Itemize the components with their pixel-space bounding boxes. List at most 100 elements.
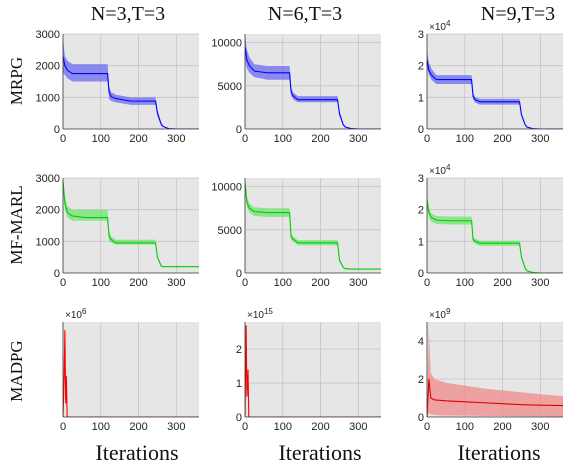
x-tick-label: 0	[242, 277, 248, 289]
column-title-2: N=6,T=3	[268, 3, 342, 25]
x-tick-label: 0	[424, 277, 430, 289]
x-tick-label: 300	[349, 133, 367, 145]
x-tick-label: 0	[242, 133, 248, 145]
x-tick-label: 100	[456, 133, 474, 145]
x-tick-label: 300	[349, 277, 367, 289]
plot-area	[427, 178, 563, 273]
x-tick-label: 300	[167, 421, 185, 433]
y-tick-label: 0	[54, 124, 60, 136]
y-tick-label: 2000	[36, 205, 60, 217]
series-group	[63, 178, 199, 268]
x-tick-label: 300	[531, 421, 549, 433]
plot-area	[63, 322, 199, 417]
mean-line	[427, 59, 563, 129]
x-tick-label: 100	[456, 421, 474, 433]
panel-2-3: 0 100 200 300 0 1 2 3 ×104	[418, 163, 563, 289]
panel-1-2: 0 100 200 300 0 5000 10000	[211, 34, 381, 145]
plot-area	[245, 322, 381, 417]
y-tick-label: 10000	[211, 182, 242, 194]
x-tick-label: 100	[274, 421, 292, 433]
panel-3-1: 0 100 200 300 ×106	[60, 307, 199, 433]
y-tick-label: 0	[236, 412, 242, 424]
mean-line	[427, 200, 563, 273]
series-group	[427, 49, 563, 129]
y-tick-label: 1000	[36, 236, 60, 248]
plot-area	[63, 178, 199, 273]
y-tick-label: 2	[236, 344, 242, 356]
x-tick-label: 0	[60, 277, 66, 289]
axis-multiplier: ×104	[429, 163, 451, 177]
y-tick-label: 2	[418, 61, 424, 73]
x-axis-label-1: Iterations	[95, 440, 178, 465]
x-tick-label: 300	[167, 133, 185, 145]
x-tick-label: 200	[311, 133, 329, 145]
x-tick-label: 200	[129, 277, 147, 289]
panel-3-2: 0 100 200 300 0 1 2 ×1015	[236, 307, 381, 433]
axis-multiplier: ×104	[429, 19, 451, 33]
row-label-1: MRPG	[7, 57, 26, 105]
x-tick-label: 0	[60, 421, 66, 433]
mean-line	[63, 330, 199, 417]
y-tick-label: 2000	[36, 61, 60, 73]
y-tick-label: 1	[418, 92, 424, 104]
y-tick-label: 0	[236, 124, 242, 136]
confidence-band	[427, 327, 563, 417]
column-title-1: N=3,T=3	[91, 3, 165, 25]
y-tick-label: 0	[418, 412, 424, 424]
x-tick-label: 300	[531, 133, 549, 145]
y-tick-label: 0	[54, 268, 60, 280]
x-tick-label: 200	[493, 421, 511, 433]
x-tick-label: 200	[493, 133, 511, 145]
x-axis-label-3: Iterations	[457, 440, 540, 465]
x-tick-label: 300	[531, 277, 549, 289]
x-tick-label: 0	[424, 133, 430, 145]
y-tick-label: 3	[418, 173, 424, 185]
y-tick-label: 0	[236, 268, 242, 280]
x-tick-label: 100	[92, 133, 110, 145]
mean-line	[245, 46, 381, 129]
y-tick-label: 5000	[218, 225, 242, 237]
x-tick-label: 200	[311, 421, 329, 433]
y-tick-label: 3000	[36, 29, 60, 41]
series-group	[63, 38, 199, 129]
plot-area	[245, 34, 381, 129]
series-group	[245, 34, 381, 129]
panel-3-3: 0 100 200 300 0 2 4 ×109	[418, 307, 563, 433]
plot-area	[245, 178, 381, 273]
y-tick-label: 3000	[36, 173, 60, 185]
axis-multiplier: ×106	[65, 307, 87, 321]
panel-2-2: 0 100 200 300 0 5000 10000	[211, 178, 381, 289]
row-label-3: MADPG	[7, 340, 26, 401]
x-tick-label: 100	[92, 421, 110, 433]
x-tick-label: 300	[349, 421, 367, 433]
x-tick-label: 0	[424, 421, 430, 433]
x-tick-label: 100	[274, 133, 292, 145]
column-title-3: N=9,T=3	[481, 3, 555, 25]
series-group	[427, 327, 563, 417]
axis-multiplier: ×1015	[247, 307, 273, 321]
x-tick-label: 200	[493, 277, 511, 289]
series-group	[63, 324, 199, 417]
x-tick-label: 100	[456, 277, 474, 289]
row-label-2: MF-MARL	[7, 185, 26, 264]
x-tick-label: 0	[60, 133, 66, 145]
x-tick-label: 200	[129, 133, 147, 145]
series-group	[245, 323, 381, 417]
y-tick-label: 1	[236, 378, 242, 390]
series-group	[427, 193, 563, 273]
mean-line	[245, 182, 381, 270]
y-tick-label: 1000	[36, 92, 60, 104]
y-tick-label: 4	[418, 336, 424, 348]
y-tick-label: 0	[418, 124, 424, 136]
axis-multiplier: ×109	[429, 307, 451, 321]
y-tick-label: 2	[418, 205, 424, 217]
x-tick-label: 200	[129, 421, 147, 433]
y-tick-label: 2	[418, 374, 424, 386]
panel-1-3: 0 100 200 300 0 1 2 3 ×104	[418, 19, 563, 145]
y-tick-label: 3	[418, 29, 424, 41]
mean-line	[245, 325, 381, 417]
mean-line	[427, 378, 563, 417]
